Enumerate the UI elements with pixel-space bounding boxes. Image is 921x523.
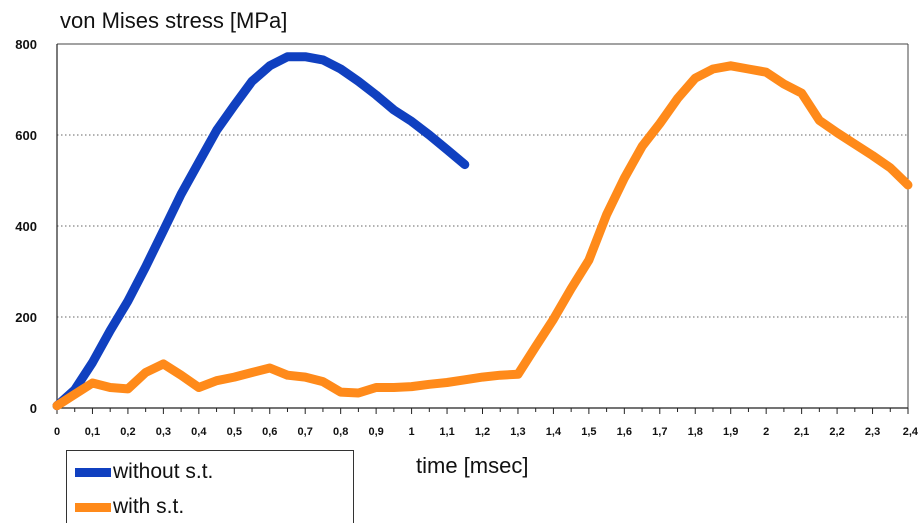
series-line-without-st xyxy=(52,52,470,411)
tick-labels: 0 200 400 600 800 0 0,1 0,2 0,3 0,4 0,5 0,6 0,7 0,8 0,… xyxy=(15,37,919,438)
x-tick-label: 1,6 xyxy=(617,426,632,438)
x-tick-label: 0,7 xyxy=(298,426,313,438)
x-tick-label: 0,9 xyxy=(368,426,383,438)
legend-item-with-st: with s.t. xyxy=(75,492,184,522)
x-tick-label: 1,9 xyxy=(723,426,738,438)
legend-label-with-st: with s.t. xyxy=(113,495,185,518)
x-tick-label: 2,3 xyxy=(865,426,880,438)
legend: without s.t. with s.t. xyxy=(66,450,354,523)
y-tick-label: 600 xyxy=(15,128,37,143)
x-tick-label: 1,4 xyxy=(546,426,562,438)
legend-item-without-st: without s.t. xyxy=(75,457,213,487)
x-tick-label: 1,7 xyxy=(652,426,667,438)
x-tick-label: 2 xyxy=(763,426,769,438)
y-tick-label: 800 xyxy=(15,37,37,52)
x-tick-label: 1 xyxy=(409,426,415,438)
x-tick-label: 0,3 xyxy=(156,426,171,438)
x-tick-label: 0,6 xyxy=(262,426,277,438)
y-tick-label: 400 xyxy=(15,219,37,234)
legend-label-without-st: without s.t. xyxy=(113,460,214,483)
x-tick-label: 1,3 xyxy=(510,426,525,438)
y-tick-label: 200 xyxy=(15,310,37,325)
x-tick-label: 2,2 xyxy=(829,426,844,438)
x-tick-label: 0,2 xyxy=(120,426,135,438)
series-lines xyxy=(52,52,913,411)
x-tick-label: 0,1 xyxy=(85,426,100,438)
x-tick-label: 0,4 xyxy=(191,426,207,438)
x-tick-label: 1,2 xyxy=(475,426,490,438)
x-tick-label: 1,1 xyxy=(439,426,454,438)
series-line-with-st xyxy=(52,61,913,411)
y-axis-label: von Mises stress [MPa] xyxy=(60,8,288,33)
axes xyxy=(56,43,909,414)
legend-swatch-without-st xyxy=(75,467,111,477)
x-tick-label: 1,5 xyxy=(581,426,596,438)
x-axis-label: time [msec] xyxy=(416,453,529,478)
x-tick-label: 0,8 xyxy=(333,426,348,438)
x-tick-label: 2,4 xyxy=(903,426,919,438)
legend-swatch-with-st xyxy=(75,502,111,512)
y-tick-label: 0 xyxy=(30,401,37,416)
x-tick-label: 2,1 xyxy=(794,426,809,438)
x-tick-label: 0,5 xyxy=(227,426,242,438)
x-tick-label: 1,8 xyxy=(688,426,703,438)
x-tick-label: 0 xyxy=(54,426,60,438)
